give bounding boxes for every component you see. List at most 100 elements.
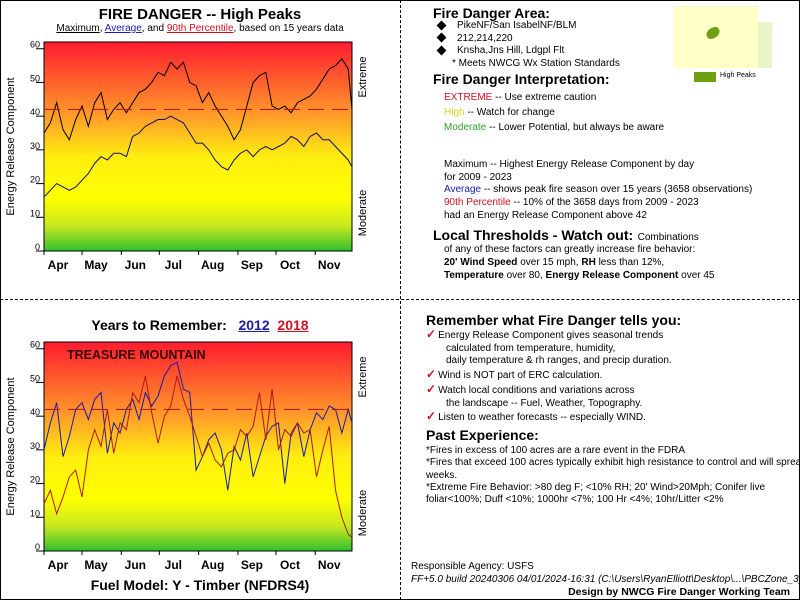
thresholds-text: of any of these factors can greatly incr… (444, 243, 715, 283)
erc-label: Energy Release Component (545, 270, 679, 282)
subtitle-percentile: 90th Percentile (166, 23, 234, 34)
y-tick-label: 30 (30, 441, 40, 451)
x-tick-label: Jun (125, 558, 146, 572)
area-item-text: 212,214,220 (457, 32, 513, 44)
remember-item-text: Watch local conditions and variations ac… (438, 384, 635, 396)
thresholds-heading-row: Local Thresholds - Watch out: Combinatio… (433, 227, 699, 245)
subtitle-maximum: Maximum (56, 23, 100, 34)
x-tick-label: Apr (48, 558, 69, 572)
build-info: FF+5.0 build 20240306 04/01/2024-16:31 (… (411, 574, 800, 585)
station-annotation: TREASURE MOUNTAIN (67, 348, 206, 362)
check-icon: ✓ (426, 409, 437, 424)
y-tick-label: 10 (30, 208, 40, 218)
year-2012-label: 2012 (238, 317, 270, 333)
thresholds-heading: Local Thresholds - Watch out: (433, 227, 634, 243)
year-2018-label: 2018 (277, 317, 309, 333)
x-tick-label: Aug (201, 558, 224, 572)
y-tick-label: 20 (30, 175, 40, 185)
y-tick-label: 60 (30, 40, 40, 50)
diamond-bullet-icon (436, 20, 447, 31)
plot-area (43, 41, 353, 252)
map-legend-swatch (694, 72, 716, 82)
x-tick-label: Jun (125, 258, 146, 272)
level-extreme: EXTREME -- Use extreme caution (444, 90, 664, 105)
vertical-divider (400, 0, 401, 600)
y-tick-label: 0 (35, 242, 40, 252)
area-item-text: Knsha,Jns Hill, Ldgpl Flt (457, 45, 565, 56)
avg-label: Average (444, 184, 482, 196)
plot-area (43, 341, 353, 552)
past-line: *Fires that exceed 100 acres typically e… (426, 457, 800, 469)
area-note: * Meets NWCG Wx Station Standards (452, 57, 620, 69)
right-label-moderate: Moderate (357, 490, 369, 536)
level-text: -- Watch for change (464, 107, 555, 118)
x-tick-label: Apr (48, 258, 69, 272)
avg-text: -- shows peak fire season over 15 years … (481, 184, 753, 196)
agency-label: Responsible Agency: USFS (411, 561, 534, 572)
y-tick-label: 40 (30, 407, 40, 417)
x-tick-label: Nov (318, 258, 341, 272)
explanations: Maximum -- Highest Energy Release Compon… (444, 159, 752, 223)
y-tick-label: 50 (30, 73, 40, 83)
y-axis-label: Energy Release Component (5, 377, 17, 515)
remember-item-text: Wind is NOT part of ERC calculation. (438, 370, 603, 382)
y-tick-label: 40 (30, 107, 40, 117)
past-line: *Fires in excess of 100 acres are a rare… (426, 445, 686, 456)
x-tick-label: Jul (165, 558, 182, 572)
area-item-text: PikeNF/San IsabelNF/BLM (457, 20, 577, 31)
rh-text: less than 12%, (595, 257, 665, 269)
series-line-2018 (43, 375, 353, 538)
y-axis-label: Energy Release Component (5, 77, 17, 215)
past-list: *Fires in excess of 100 acres are a rare… (426, 445, 800, 506)
x-tick-label: Nov (318, 558, 341, 572)
diamond-bullet-icon (436, 45, 447, 56)
right-label-moderate: Moderate (357, 190, 369, 236)
level-label: Moderate (444, 122, 487, 133)
area-item: Knsha,Jns Hill, Ldgpl Flt (436, 45, 620, 58)
x-tick-label: Sep (241, 558, 263, 572)
top-chart-subtitle: Maximum, Average, and 90th Percentile, b… (0, 23, 400, 34)
level-label: High (444, 107, 465, 118)
top-chart-title: FIRE DANGER -- High Peaks (98, 6, 302, 23)
x-tick-label: Oct (280, 558, 300, 572)
remember-list: ✓ Energy Release Component gives seasonal… (426, 328, 672, 425)
y-tick-label: 0 (35, 542, 40, 552)
map-legend-label: High Peaks (720, 72, 756, 79)
level-high: High -- Watch for change (444, 105, 664, 120)
series-line-maximum (43, 58, 353, 141)
past-line: foliar<100%; Duff <10%; 1000hr <7%; 100 … (426, 494, 724, 506)
design-credit: Design by NWCG Fire Danger Working Team (568, 586, 790, 598)
area-item: PikeNF/San IsabelNF/BLM (436, 20, 620, 33)
temp-text: over 80, (503, 270, 546, 282)
right-label-extreme: Extreme (357, 357, 369, 398)
y-tick-label: 60 (30, 340, 40, 350)
wind-label: 20' Wind Speed (444, 257, 518, 269)
max-text2: for 2009 - 2023 (444, 171, 512, 183)
pct-text2: had an Energy Release Component above 42 (444, 209, 647, 221)
top-erc-chart: 0 10 20 30 40 50 60 Apr May Jun Jul Aug Sep Oct Nov Ene… (5, 40, 369, 272)
bottom-erc-chart: 0 10 20 30 40 50 60 Apr May Jun Jul Aug Sep Oct Nov Ene… (5, 340, 369, 572)
max-label: Maximum (444, 159, 488, 170)
right-label-extreme: Extreme (357, 57, 369, 98)
diamond-bullet-icon (436, 32, 447, 43)
level-label: EXTREME (444, 92, 493, 103)
area-item: 212,214,220 (436, 32, 620, 46)
series-line-2012 (43, 361, 353, 491)
remember-item: ✓ Listen to weather forecasts -- especial… (426, 410, 672, 425)
series-line-average (43, 115, 353, 198)
subtitle-sep1: , (99, 23, 105, 34)
level-moderate: Moderate -- Lower Potential, but always … (444, 120, 664, 135)
erc-text: over 45 (678, 270, 715, 282)
wind-text: over 15 mph, (517, 257, 582, 269)
remember-item-cont: daily temperature & rh ranges, and preci… (446, 355, 672, 367)
subtitle-average: Average (104, 23, 142, 34)
area-list: PikeNF/San IsabelNF/BLM 212,214,220 Knsh… (436, 20, 620, 70)
check-icon: ✓ (426, 367, 437, 382)
years-label: Years to Remember: (91, 317, 227, 333)
x-tick-label: Jul (165, 258, 182, 272)
x-tick-label: May (84, 258, 108, 272)
level-text: -- Lower Potential, but always be aware (486, 122, 665, 133)
area-map-adjacent (758, 22, 772, 68)
y-tick-label: 10 (30, 508, 40, 518)
thresholds-intro: Combinations (637, 232, 699, 243)
